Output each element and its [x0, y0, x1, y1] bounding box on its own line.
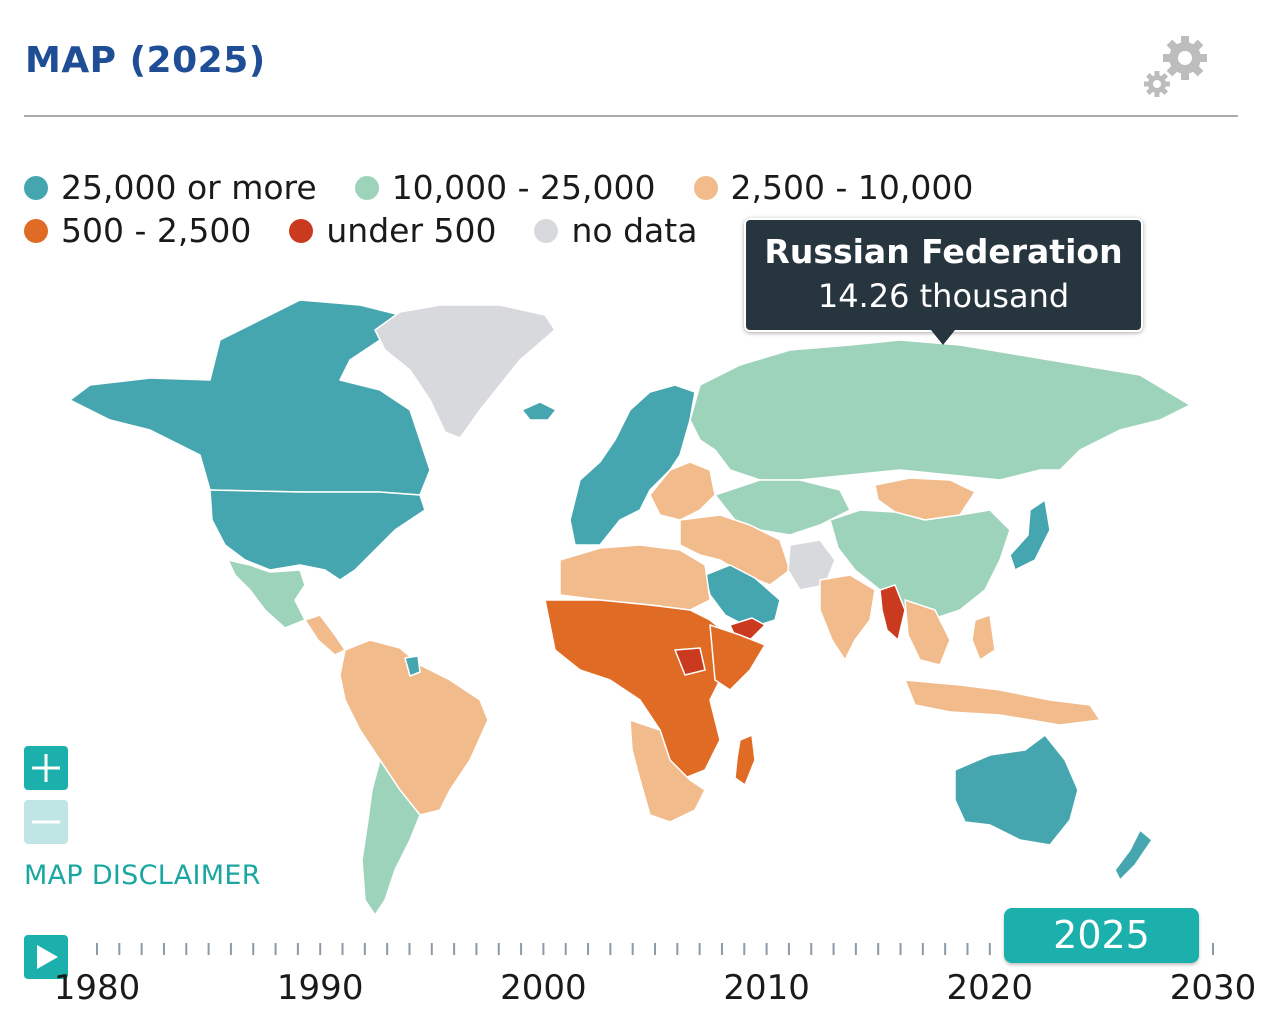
legend-swatch	[534, 218, 559, 243]
region-japan[interactable]	[1009, 499, 1051, 571]
region-eastern-europe[interactable]	[649, 461, 716, 521]
tooltip-country-name: Russian Federation	[764, 232, 1123, 271]
country-tooltip: Russian Federation 14.26 thousand	[744, 218, 1143, 345]
region-new-zealand[interactable]	[1114, 829, 1153, 881]
region-south-sudan[interactable]	[674, 647, 706, 676]
timeline-year-label[interactable]: 2020	[946, 968, 1034, 1008]
legend-label: 2,500 - 10,000	[730, 168, 974, 207]
tooltip-value: 14.26 thousand	[817, 277, 1070, 315]
zoom-out-button[interactable]	[24, 800, 68, 844]
region-middle-east[interactable]	[679, 514, 791, 586]
region-iceland[interactable]	[521, 401, 557, 421]
region-central-africa[interactable]	[544, 599, 736, 781]
region-mexico[interactable]	[227, 559, 306, 629]
timeline-year-label[interactable]: 2030	[1169, 968, 1257, 1008]
region-guyana[interactable]	[404, 655, 421, 677]
region-southeast-asia[interactable]	[904, 599, 951, 666]
settings-button[interactable]	[1140, 32, 1215, 102]
timeline-year-label[interactable]: 1990	[276, 968, 364, 1008]
region-madagascar[interactable]	[734, 734, 756, 786]
header-divider	[24, 115, 1238, 117]
region-indonesia[interactable]	[904, 679, 1101, 726]
legend-label: 10,000 - 25,000	[391, 168, 656, 207]
region-western-europe[interactable]	[569, 384, 696, 546]
legend-item-under-500[interactable]: under 500	[289, 211, 496, 250]
legend-swatch	[24, 175, 48, 200]
region-southern-africa[interactable]	[629, 719, 706, 823]
page-title: MAP (2025)	[25, 40, 266, 81]
region-north-africa[interactable]	[559, 544, 711, 611]
legend-swatch	[693, 175, 718, 200]
timeline-year-label[interactable]: 2000	[500, 968, 587, 1008]
region-usa[interactable]	[209, 489, 426, 581]
map-disclaimer-link[interactable]: MAP DISCLAIMER	[24, 860, 261, 891]
legend-item-no-data[interactable]: no data	[534, 211, 697, 250]
legend-swatch	[354, 175, 379, 200]
legend-label: under 500	[326, 211, 497, 250]
region-horn-africa[interactable]	[709, 624, 766, 691]
region-southern-cone[interactable]	[361, 759, 421, 916]
plus-icon	[32, 754, 60, 782]
play-icon	[37, 945, 58, 969]
minus-icon	[32, 820, 60, 824]
timeline-year-label[interactable]: 2010	[723, 968, 810, 1008]
legend: 25,000 or more 10,000 - 25,000 2,500 - 1…	[24, 166, 1024, 252]
legend-item-2500-10000[interactable]: 2,500 - 10,000	[693, 168, 974, 207]
zoom-in-button[interactable]	[24, 746, 68, 790]
legend-item-25000-or-more[interactable]: 25,000 or more	[24, 168, 317, 207]
region-china[interactable]	[829, 509, 1011, 621]
legend-swatch	[24, 218, 48, 243]
legend-item-500-2500[interactable]: 500 - 2,500	[24, 211, 251, 250]
region-myanmar[interactable]	[879, 584, 906, 641]
gears-icon	[1144, 36, 1207, 97]
region-philippines[interactable]	[971, 614, 996, 661]
region-arabia[interactable]	[704, 564, 781, 629]
timeline-year-label[interactable]: 1980	[53, 968, 141, 1008]
play-button[interactable]	[24, 935, 68, 979]
selected-year-badge[interactable]: 2025	[1004, 908, 1199, 963]
region-greenland[interactable]	[374, 304, 556, 439]
timeline-track[interactable]	[0, 930, 1280, 1027]
region-canada[interactable]	[69, 299, 431, 496]
region-central-america[interactable]	[304, 614, 346, 656]
legend-label: 500 - 2,500	[61, 211, 252, 250]
region-russia[interactable]	[689, 339, 1191, 481]
legend-label: 25,000 or more	[61, 168, 317, 207]
region-australia[interactable]	[954, 734, 1079, 846]
legend-item-10000-25000[interactable]: 10,000 - 25,000	[354, 168, 656, 207]
legend-swatch	[289, 218, 314, 243]
region-india[interactable]	[819, 574, 876, 661]
legend-label: no data	[571, 211, 698, 250]
